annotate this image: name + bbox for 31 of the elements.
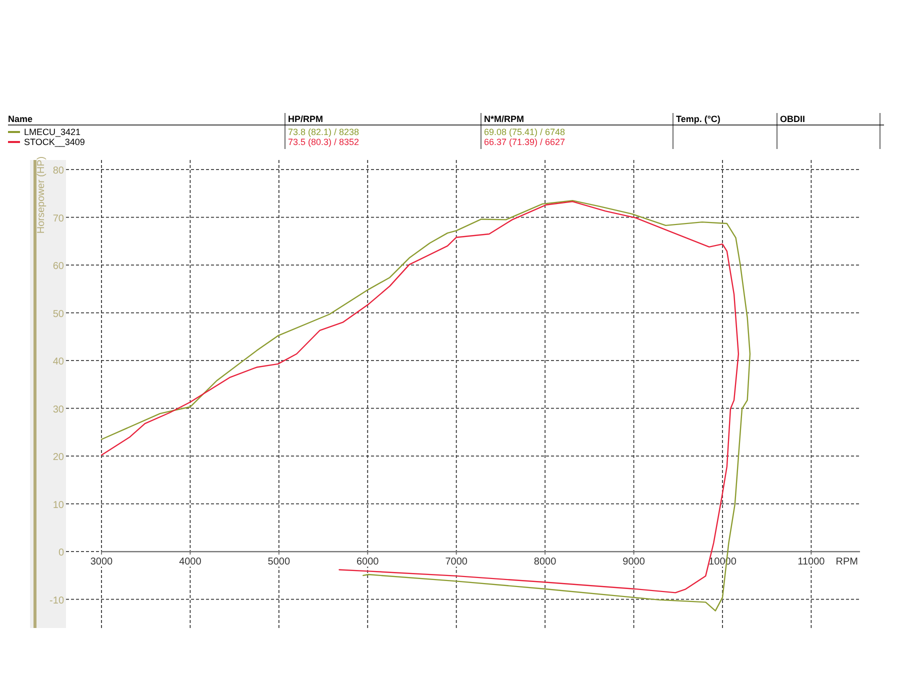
- y-tick-label: 30: [52, 404, 64, 416]
- y-tick-label: 70: [52, 213, 64, 224]
- x-tick-label: 6000: [356, 556, 380, 568]
- text: 73.5 (80.3) / 8352: [288, 137, 360, 147]
- text: Name: [8, 114, 33, 124]
- y-tick-label: 20: [52, 452, 64, 464]
- text: 73.8 (82.1) / 8238: [288, 127, 360, 137]
- x-axis-title: RPM: [836, 556, 858, 568]
- y-tick-label: 50: [52, 308, 64, 320]
- text: OBDII: [780, 114, 806, 124]
- y-tick-label: -10: [50, 595, 64, 606]
- text: 66.37 (71.39) / 6627: [484, 137, 566, 147]
- text: Temp. (°C): [676, 114, 720, 124]
- y-tick-label: 40: [52, 356, 64, 368]
- legend-label: STOCK__3409: [24, 137, 85, 147]
- legend-label: LMECU_3421: [24, 127, 81, 137]
- x-tick-label: 8000: [534, 556, 557, 568]
- text: N*M/RPM: [484, 114, 524, 124]
- x-tick-label: 7000: [445, 556, 468, 568]
- y-tick-label: 80: [52, 166, 64, 177]
- y-tick-label: 60: [52, 261, 64, 272]
- y-tick-label: 10: [52, 500, 64, 511]
- x-tick-label: 11000: [798, 556, 826, 568]
- text: HP/RPM: [288, 114, 324, 124]
- y-axis-title: Horsepower (HP): [36, 156, 47, 234]
- y-tick-label: 0: [58, 548, 64, 559]
- x-tick-label: 4000: [179, 556, 202, 568]
- x-tick-label: 5000: [268, 556, 290, 568]
- x-tick-label: 3000: [90, 556, 114, 568]
- x-tick-label: 9000: [622, 556, 646, 568]
- text: 69.08 (75.41) / 6748: [484, 127, 566, 137]
